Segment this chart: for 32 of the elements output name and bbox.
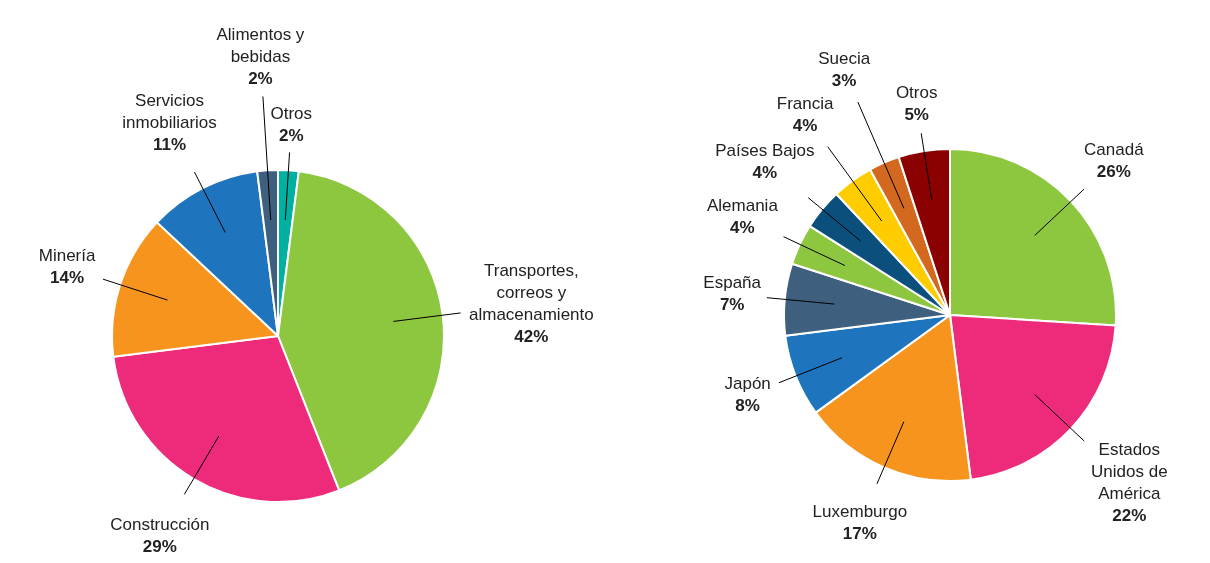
slice-label: Luxemburgo (812, 501, 908, 521)
slice-label: Canadá (1084, 139, 1145, 159)
data-label: 26% (1096, 161, 1131, 181)
slice-label: Servicios inmobiliarios (122, 90, 217, 132)
data-label: 4% (730, 218, 755, 237)
data-label: 8% (735, 395, 760, 415)
data-label: 7% (719, 295, 745, 315)
data-label: 42% (514, 326, 549, 346)
slice-label: Japón (724, 373, 771, 393)
data-label: 4% (792, 116, 818, 136)
data-label: 2% (278, 125, 304, 145)
data-label: 4% (752, 162, 778, 182)
slice-label: Países Bajos (715, 140, 815, 160)
slice-label: Otros (270, 103, 313, 123)
data-label: 29% (142, 536, 177, 556)
slice-label: Minería (38, 246, 96, 266)
slice-label: Alimentos y bebidas (216, 24, 305, 66)
slice-label: Francia (776, 94, 835, 114)
slice-label: Estados Unidos de América (1091, 440, 1168, 504)
data-label: 5% (904, 105, 929, 125)
data-label: 11% (153, 134, 187, 154)
data-label: 14% (50, 268, 85, 288)
slice-label: Suecia (818, 49, 871, 69)
slice-label: Transportes, correos y almacenamiento (469, 260, 594, 324)
data-label: 17% (842, 523, 877, 543)
slice-label: Construcción (110, 514, 210, 534)
slice-label: Otros (895, 83, 938, 103)
slice-label: España (703, 273, 762, 293)
data-label: 3% (831, 71, 857, 91)
data-label: 2% (248, 68, 273, 88)
data-label: 22% (1112, 506, 1147, 526)
slice-label: Alemania (706, 196, 779, 215)
